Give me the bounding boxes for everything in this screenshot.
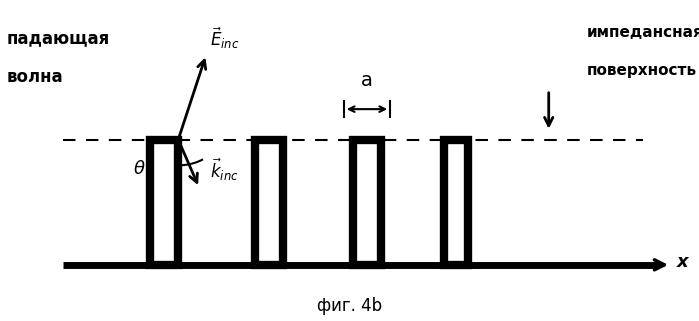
Bar <box>255 140 283 265</box>
Text: падающая: падающая <box>7 30 110 48</box>
Text: $\vec{E}_{inc}$: $\vec{E}_{inc}$ <box>210 26 239 51</box>
Bar <box>444 140 468 265</box>
Text: $\vec{k}_{inc}$: $\vec{k}_{inc}$ <box>210 157 238 183</box>
Bar <box>150 140 178 265</box>
Text: a: a <box>361 71 373 90</box>
Text: импедансная: импедансная <box>587 25 699 39</box>
Text: волна: волна <box>7 68 64 86</box>
Text: поверхность: поверхность <box>587 63 698 78</box>
Text: $\theta$: $\theta$ <box>134 160 146 178</box>
Bar <box>353 140 381 265</box>
Text: x: x <box>677 253 689 271</box>
Text: фиг. 4b: фиг. 4b <box>317 297 382 315</box>
